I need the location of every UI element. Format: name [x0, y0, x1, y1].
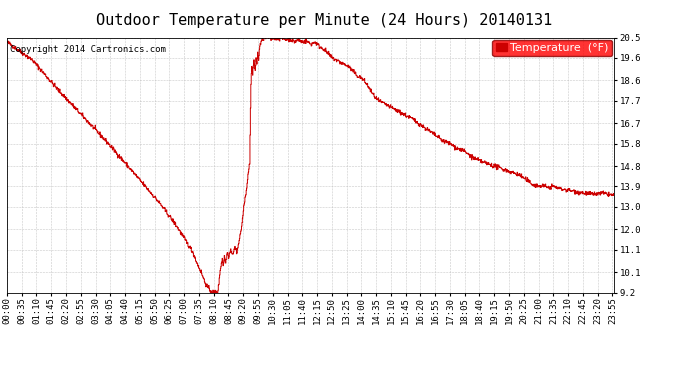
- Text: Outdoor Temperature per Minute (24 Hours) 20140131: Outdoor Temperature per Minute (24 Hours…: [96, 13, 553, 28]
- Legend: Temperature  (°F): Temperature (°F): [493, 40, 612, 56]
- Text: Copyright 2014 Cartronics.com: Copyright 2014 Cartronics.com: [10, 45, 166, 54]
